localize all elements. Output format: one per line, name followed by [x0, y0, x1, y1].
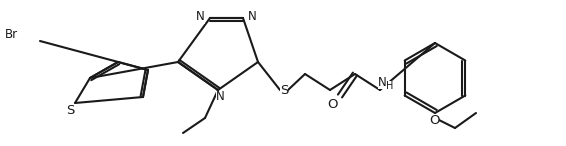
Text: S: S: [280, 85, 288, 98]
Text: S: S: [66, 104, 74, 117]
Text: O: O: [429, 114, 439, 127]
Text: H: H: [387, 81, 394, 91]
Text: N: N: [216, 91, 224, 104]
Text: Br: Br: [5, 28, 18, 41]
Text: N: N: [378, 75, 387, 88]
Text: O: O: [327, 98, 337, 111]
Text: N: N: [248, 11, 257, 24]
Text: N: N: [196, 11, 205, 24]
